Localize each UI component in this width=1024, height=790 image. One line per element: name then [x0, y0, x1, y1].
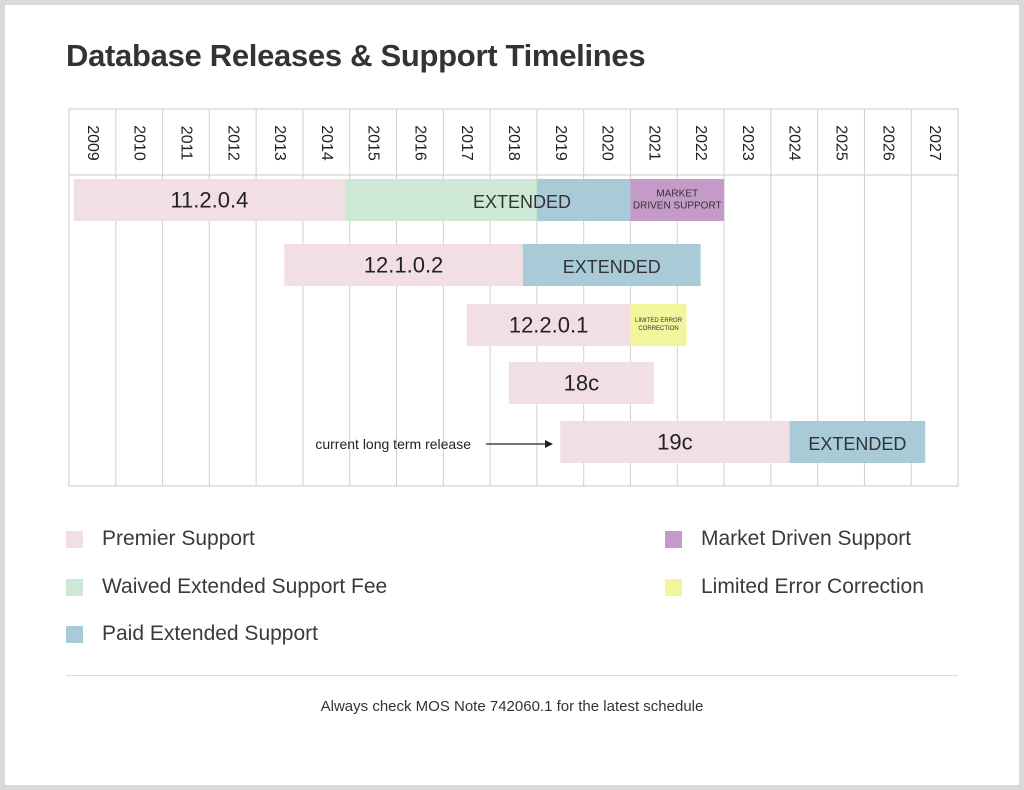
bar-segment-premier [466, 304, 631, 346]
legend-item-waived: Waived Extended Support Fee [66, 572, 387, 602]
year-tick-label: 2015 [365, 125, 382, 161]
legend-item-paid: Paid Extended Support [66, 619, 318, 649]
year-tick-label: 2024 [786, 125, 803, 161]
extended-label: EXTENDED [808, 434, 906, 454]
year-tick-label: 2019 [552, 125, 569, 161]
year-tick-label: 2009 [84, 125, 101, 161]
legend-swatch-waived [66, 578, 83, 596]
year-tick-label: 2022 [692, 125, 709, 161]
year-tick-label: 2027 [926, 125, 943, 161]
bar-segment-paid [536, 179, 631, 221]
year-tick-label: 2014 [318, 125, 335, 161]
legend-item-premier: Premier Support [66, 524, 255, 554]
legend-item-limited: Limited Error Correction [665, 572, 924, 602]
timeline-chart: 2009 2010 2011 2012 2013 2014 2015 2016 2017 2018… [68, 108, 959, 487]
release-label: 19c [657, 430, 692, 455]
year-tick-label: 2020 [599, 125, 616, 161]
legend-label-premier: Premier Support [102, 527, 255, 550]
release-label: 18c [564, 371, 599, 396]
legend-swatch-limited [665, 578, 682, 596]
year-tick-label: 2018 [505, 125, 522, 161]
bar-segment-limited [630, 304, 687, 346]
chart-annotation: current long term release [315, 436, 553, 452]
bar-segment-text: MARKET [656, 189, 698, 200]
bar-segment-premier [73, 179, 346, 221]
year-tick-label: 2023 [739, 125, 756, 161]
bar-segment-text: CORRECTION [638, 326, 678, 332]
bar-segment-premier [284, 244, 523, 286]
year-tick-label: 2012 [224, 125, 241, 161]
bar-segment-paid [522, 244, 701, 286]
annotation-arrow-head [545, 440, 553, 448]
year-tick-label: 2016 [411, 125, 428, 161]
year-tick-label: 2010 [131, 125, 148, 161]
legend-swatch-premier [66, 530, 83, 548]
legend-swatch-paid [66, 625, 83, 643]
bar-segment-premier [508, 362, 654, 404]
footer-divider [66, 675, 958, 676]
bar-segment-premier [560, 421, 790, 463]
bar-segment-market [630, 179, 725, 221]
year-tick-label: 2026 [879, 125, 896, 161]
extended-label: EXTENDED [563, 257, 661, 277]
legend-label-market: Market Driven Support [701, 527, 912, 550]
bar-segment-paid [789, 421, 926, 463]
year-tick-label: 2025 [833, 125, 850, 161]
bar-segment-text: DRIVEN SUPPORT [633, 201, 722, 212]
release-label: 12.2.0.1 [509, 313, 589, 338]
bar-segment-waived [345, 179, 537, 221]
legend-label-waived: Waived Extended Support Fee [102, 575, 388, 598]
extended-label: EXTENDED [473, 192, 571, 212]
legend-label-paid: Paid Extended Support [102, 622, 318, 645]
page-title: Database Releases & Support Timelines [66, 38, 646, 73]
footnote: Always check MOS Note 742060.1 for the l… [320, 698, 704, 715]
year-tick-label: 2017 [458, 125, 475, 161]
release-label: 11.2.0.4 [170, 188, 248, 213]
legend-item-market: Market Driven Support [665, 524, 911, 554]
bar-segment-text: LIMITED ERROR [635, 318, 683, 324]
year-tick-label: 2011 [177, 126, 194, 161]
annotation-text: current long term release [315, 436, 471, 452]
legend-label-limited: Limited Error Correction [701, 575, 924, 598]
year-tick-label: 2013 [271, 125, 288, 161]
release-label: 12.1.0.2 [364, 253, 444, 278]
year-tick-label: 2021 [645, 125, 662, 161]
legend-swatch-market [665, 530, 682, 548]
